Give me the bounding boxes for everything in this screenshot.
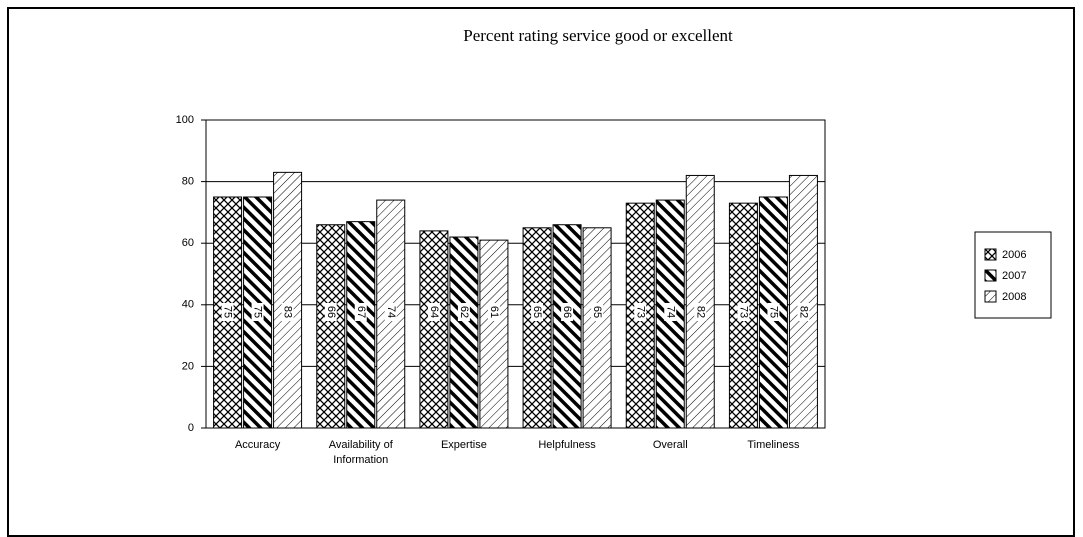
data-label: 75 [768,306,780,318]
plot-area [205,119,826,429]
data-label-bg [664,303,677,321]
data-label-bg [324,303,337,321]
x-tick-label: Overall [652,439,688,451]
data-label-bg [354,303,367,321]
bar [522,227,552,429]
legend-swatch [984,248,997,261]
legend-swatch [984,269,997,282]
y-tick-label: 20 [182,360,194,372]
bar [449,236,479,429]
data-label-bg [561,303,574,321]
legend-label: 2007 [1002,270,1026,282]
y-tick-label: 0 [188,422,194,434]
chart-title: Percent rating service good or excellent [463,26,733,45]
bar [582,227,612,429]
data-label: 66 [561,306,573,318]
bar [316,224,346,429]
data-label: 74 [664,306,676,318]
data-label-bg [427,303,440,321]
bar [346,221,376,429]
data-label: 75 [222,306,234,318]
x-tick-label: Expertise [440,439,487,451]
data-label: 73 [634,306,646,318]
x-tick-label: Availability of Information [328,439,393,466]
x-tick-label: Timeliness [747,439,800,451]
data-label-bg [384,303,397,321]
data-label-bg [694,303,707,321]
y-tick-label: 80 [182,176,194,188]
legend-swatch [984,290,997,303]
data-label-bg [221,303,234,321]
data-label-bg [281,303,294,321]
data-label: 67 [355,306,367,318]
data-label-bg [591,303,604,321]
data-label-bg [531,303,544,321]
data-label-bg [767,303,780,321]
bar [685,174,715,429]
data-label-bg [737,303,750,321]
data-label-bg [634,303,647,321]
y-tick-label: 40 [182,299,194,311]
data-label-bg [487,303,500,321]
bar [479,239,509,429]
bar [243,196,273,429]
data-label: 61 [488,306,500,318]
data-label: 83 [282,306,294,318]
data-label-bg [251,303,264,321]
data-label: 75 [252,306,264,318]
data-label-bg [457,303,470,321]
bar [788,174,818,429]
data-label: 73 [738,306,750,318]
data-label: 82 [694,306,706,318]
data-label: 66 [325,306,337,318]
x-tick-label: Accuracy [234,439,281,451]
chart: Percent rating service good or excellent… [176,26,1052,434]
bar [552,224,582,429]
legend-label: 2006 [1002,249,1026,261]
bar [273,171,303,429]
data-label: 82 [798,306,810,318]
data-label: 74 [385,306,397,318]
legend-label: 2008 [1002,291,1026,303]
y-tick-label: 100 [176,114,194,126]
data-label: 65 [531,306,543,318]
data-label-bg [797,303,810,321]
x-tick-label: Helpfulness [538,439,596,451]
bar [419,230,449,429]
y-tick-label: 60 [182,237,194,249]
data-label: 62 [458,306,470,318]
data-label: 64 [428,306,440,318]
data-label: 65 [591,306,603,318]
